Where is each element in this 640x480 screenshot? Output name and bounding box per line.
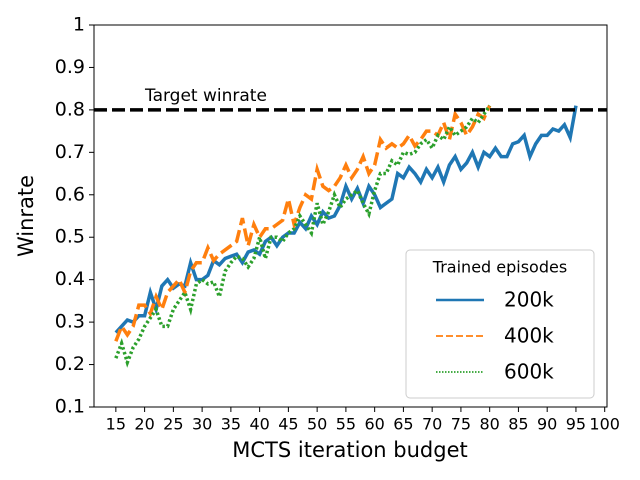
reference-label: Target winrate xyxy=(144,86,267,106)
x-tick-label: 65 xyxy=(393,415,413,434)
legend-title: Trained episodes xyxy=(432,258,567,277)
x-tick-label: 95 xyxy=(566,415,586,434)
y-tick-label: 0.9 xyxy=(55,56,85,78)
y-tick-label: 0.3 xyxy=(55,311,85,333)
x-tick-label: 35 xyxy=(221,415,241,434)
x-tick-label: 15 xyxy=(106,415,126,434)
legend-label: 600k xyxy=(504,360,554,384)
x-tick-label: 100 xyxy=(589,415,620,434)
x-tick-label: 45 xyxy=(278,415,298,434)
legend-label: 400k xyxy=(504,324,554,348)
x-tick-label: 80 xyxy=(479,415,499,434)
x-tick-label: 70 xyxy=(422,415,442,434)
x-axis-label: MCTS iteration budget xyxy=(232,438,467,462)
y-tick-label: 0.6 xyxy=(55,183,85,205)
y-tick-label: 0.4 xyxy=(55,268,85,290)
x-tick-label: 50 xyxy=(307,415,327,434)
plot-frame xyxy=(93,24,608,408)
x-tick-label: 75 xyxy=(451,415,471,434)
y-tick-label: 0.7 xyxy=(55,141,85,163)
y-tick-label: 0.8 xyxy=(55,98,85,120)
x-tick-label: 20 xyxy=(134,415,154,434)
y-tick-label: 0.2 xyxy=(55,353,85,375)
legend-box xyxy=(405,249,595,399)
x-tick-label: 40 xyxy=(249,415,269,434)
y-tick-label: 0.1 xyxy=(55,396,85,418)
y-axis-label: Winrate xyxy=(14,175,38,257)
x-tick-label: 55 xyxy=(336,415,356,434)
series-line xyxy=(114,104,492,368)
x-tick-label: 25 xyxy=(163,415,183,434)
x-tick-label: 60 xyxy=(364,415,384,434)
legend-label: 200k xyxy=(504,288,554,312)
x-tick-label: 30 xyxy=(192,415,212,434)
x-tick-label: 90 xyxy=(537,415,557,434)
x-tick-label: 85 xyxy=(508,415,528,434)
y-tick-label: 0.5 xyxy=(55,226,85,248)
series-line xyxy=(114,104,492,342)
y-tick-label: 1 xyxy=(73,14,85,36)
